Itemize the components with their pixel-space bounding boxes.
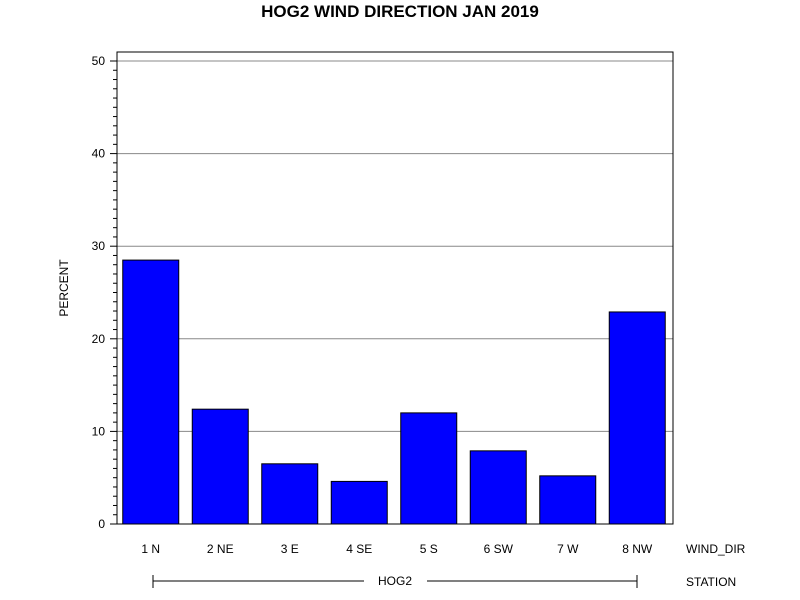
gridlines: [117, 60, 673, 432]
y-axis-label: PERCENT: [57, 259, 71, 317]
x-tick-label-5: 5 S: [420, 542, 438, 556]
x-tick-label-3: 3 E: [281, 542, 299, 556]
y-tick-label-4: 40: [92, 147, 106, 161]
bar-3: [261, 463, 319, 525]
bar-7: [539, 475, 597, 525]
y-axis: 0 10 20 30 40 50: [92, 54, 117, 531]
x-axis: 1 N 2 NE 3 E 4 SE 5 S 6 SW 7 W 8 NW: [141, 542, 653, 556]
x-tick-label-6: 6 SW: [484, 542, 514, 556]
bar-2: [191, 408, 249, 525]
station-group-axis: HOG2: [152, 574, 638, 588]
bar-4: [330, 480, 388, 525]
plot-frame: [116, 51, 674, 525]
x-tick-label-1: 1 N: [141, 542, 160, 556]
x-axis-label: WIND_DIR: [686, 542, 746, 556]
y-tick-label-0: 0: [98, 517, 105, 531]
y-tick-label-2: 20: [92, 332, 106, 346]
bars: [122, 259, 666, 525]
chart-title: HOG2 WIND DIRECTION JAN 2019: [261, 2, 539, 21]
x-tick-label-8: 8 NW: [622, 542, 653, 556]
x-tick-label-7: 7 W: [557, 542, 579, 556]
y-tick-label-1: 10: [92, 424, 106, 438]
bar-6: [469, 450, 527, 525]
y-tick-label-5: 50: [92, 54, 106, 68]
x-tick-label-2: 2 NE: [207, 542, 234, 556]
bar-8: [608, 311, 666, 525]
x-tick-label-4: 4 SE: [346, 542, 372, 556]
bar-5: [400, 412, 458, 525]
station-group-label: HOG2: [378, 574, 412, 588]
bar-1: [122, 259, 180, 525]
y-tick-label-3: 30: [92, 239, 106, 253]
station-axis-label: STATION: [686, 575, 736, 589]
